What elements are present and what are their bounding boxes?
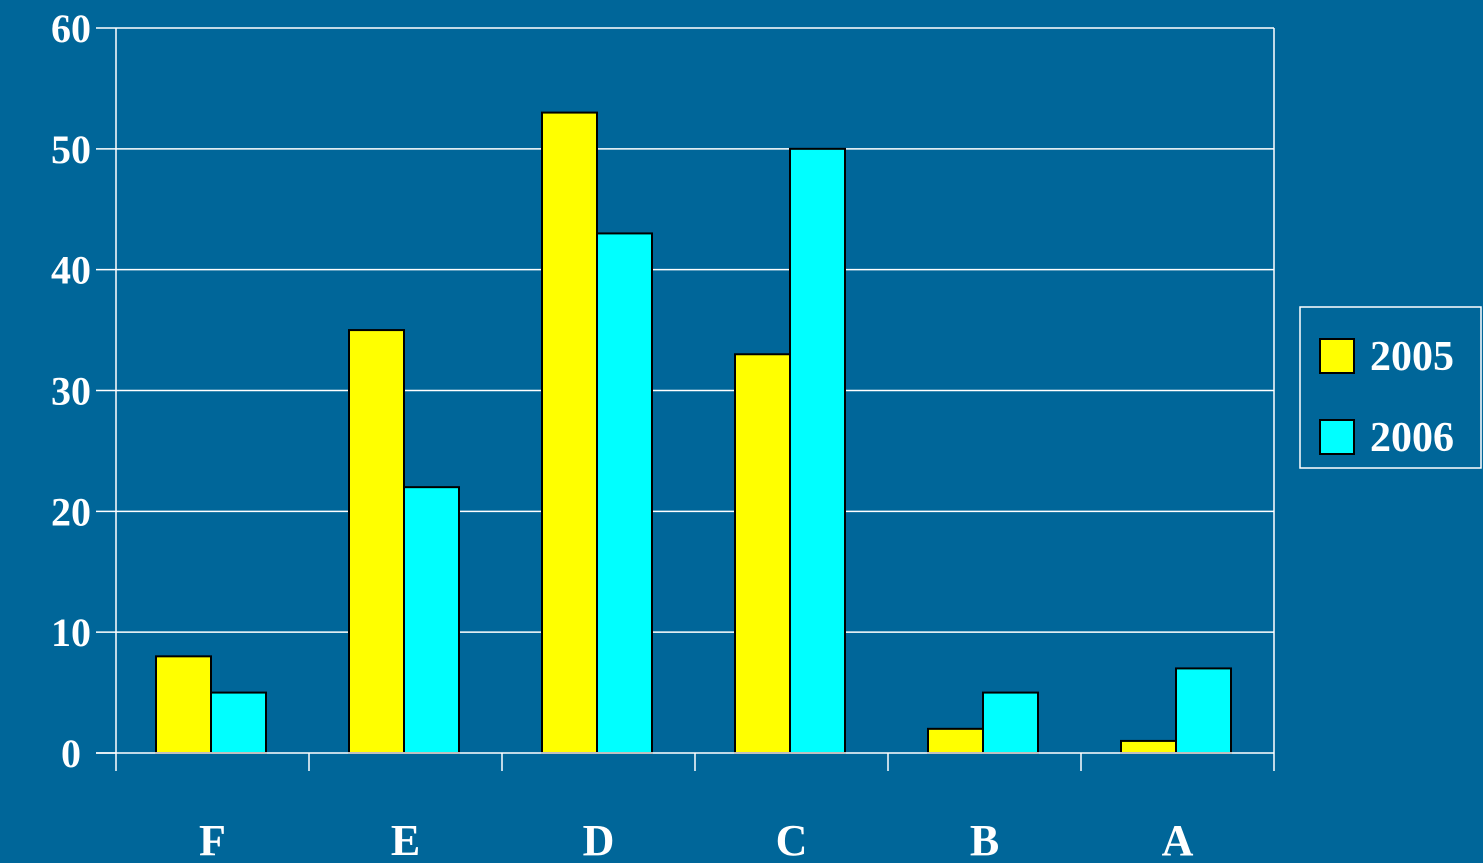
legend-label: 2006 bbox=[1370, 415, 1454, 461]
x-tick-label: E bbox=[391, 816, 420, 863]
x-tick-label: D bbox=[583, 816, 615, 863]
gridlines bbox=[116, 27, 1275, 753]
legend-swatch-2005 bbox=[1319, 338, 1355, 374]
bar-2006-A bbox=[1175, 667, 1232, 755]
y-tick-label: 50 bbox=[51, 127, 91, 172]
bar-2005-E bbox=[348, 329, 405, 754]
bar-2006-D bbox=[596, 232, 653, 754]
y-tick-label: 40 bbox=[51, 248, 91, 293]
y-tick-label: 10 bbox=[51, 610, 91, 655]
bar-2006-C bbox=[789, 147, 846, 755]
legend: 2005 2006 bbox=[1299, 306, 1482, 469]
bar-2005-B bbox=[927, 727, 984, 754]
bar-2006-B bbox=[982, 691, 1039, 754]
x-tick-label: C bbox=[776, 816, 808, 863]
bar-2005-D bbox=[541, 111, 598, 755]
bar-2005-C bbox=[734, 353, 791, 754]
bar-2005-F bbox=[155, 655, 212, 754]
bar-2006-E bbox=[403, 486, 460, 754]
bars bbox=[155, 111, 1232, 755]
y-tick-label: 20 bbox=[51, 489, 91, 534]
legend-label: 2005 bbox=[1370, 334, 1454, 380]
legend-box bbox=[1299, 306, 1482, 469]
x-tick-label: B bbox=[970, 816, 999, 863]
x-tick-label: A bbox=[1162, 816, 1194, 863]
bar-2006-F bbox=[210, 691, 267, 754]
y-tick-label: 60 bbox=[51, 6, 91, 51]
y-tick-labels: 0 10 20 30 40 50 60 bbox=[51, 6, 91, 776]
bar-2005-A bbox=[1120, 739, 1177, 755]
x-tick-label: F bbox=[199, 816, 226, 863]
legend-swatch-2006 bbox=[1319, 419, 1355, 455]
y-tick-label: 0 bbox=[61, 731, 81, 776]
axes bbox=[96, 27, 1275, 771]
y-tick-label: 30 bbox=[51, 369, 91, 414]
